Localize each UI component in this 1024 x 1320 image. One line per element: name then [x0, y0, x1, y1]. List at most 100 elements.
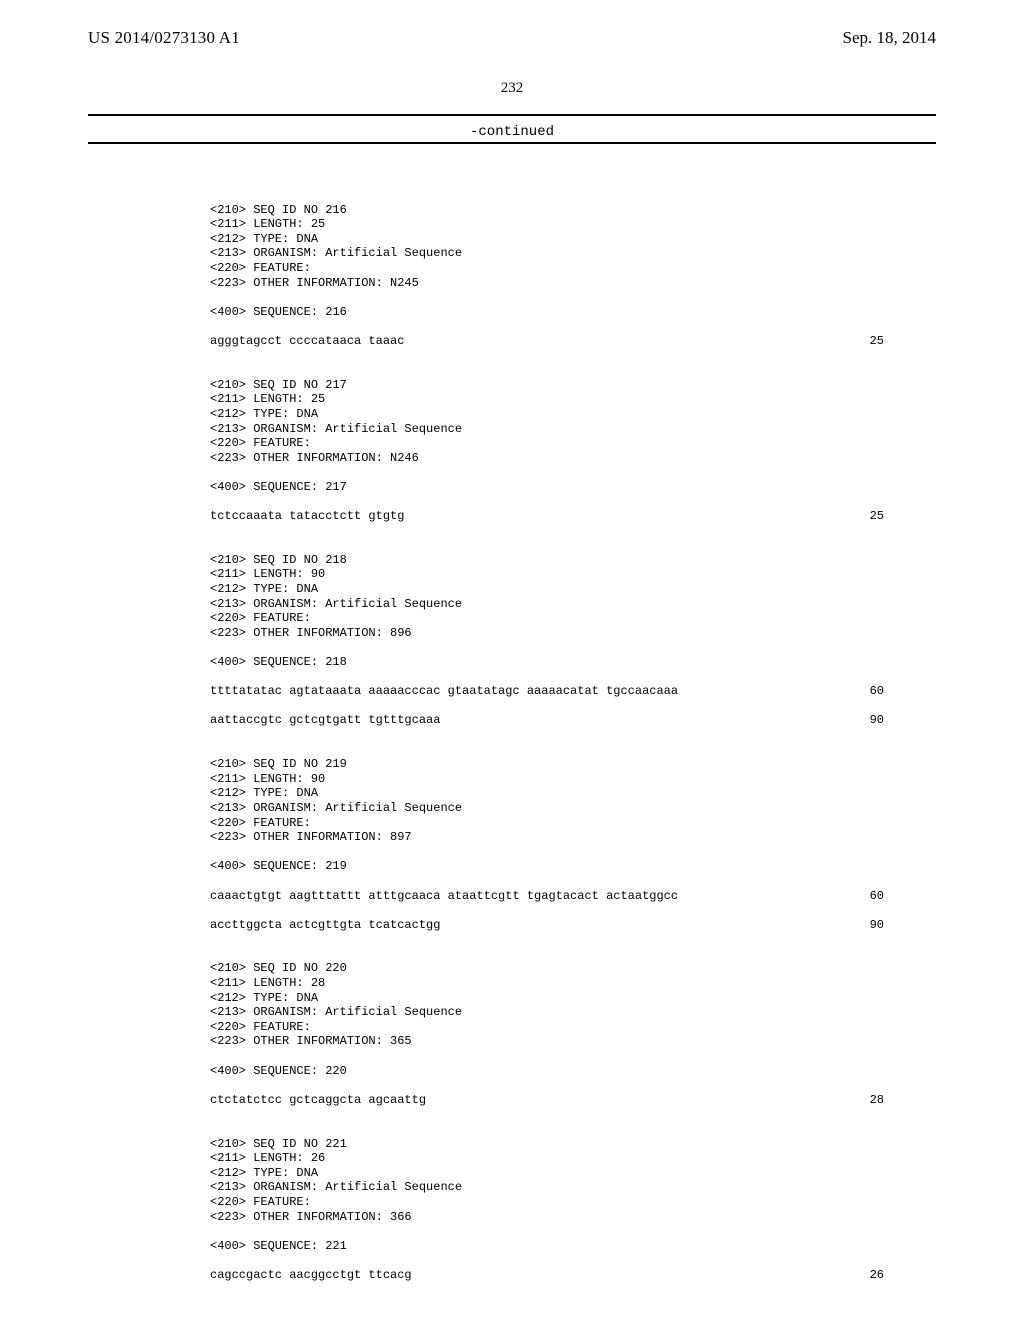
seq-row: aattaccgtc gctcgtgatt tgtttgcaaa 90	[210, 713, 884, 728]
seq-line	[210, 290, 884, 305]
seq-line	[210, 465, 884, 480]
seq-row: ctctatctcc gctcaggcta agcaattg 28	[210, 1093, 884, 1108]
seq-line	[210, 538, 884, 553]
seq-line	[210, 1078, 884, 1093]
rule-bottom	[88, 142, 936, 144]
seq-line: <213> ORGANISM: Artificial Sequence	[210, 246, 884, 261]
seq-line	[210, 1107, 884, 1122]
seq-line: <210> SEQ ID NO 219	[210, 757, 884, 772]
seq-line: <400> SEQUENCE: 220	[210, 1064, 884, 1079]
seq-line: <213> ORGANISM: Artificial Sequence	[210, 1005, 884, 1020]
seq-row-count: 26	[844, 1268, 884, 1283]
seq-row-count: 28	[844, 1093, 884, 1108]
seq-row-count: 25	[844, 334, 884, 349]
seq-row-sequence: tctccaaata tatacctctt gtgtg	[210, 509, 404, 524]
seq-line: <220> FEATURE:	[210, 261, 884, 276]
seq-line	[210, 947, 884, 962]
rule-top	[88, 114, 936, 116]
pub-number: US 2014/0273130 A1	[88, 28, 240, 48]
seq-line	[210, 845, 884, 860]
seq-line	[210, 524, 884, 539]
seq-line: <223> OTHER INFORMATION: 366	[210, 1210, 884, 1225]
seq-line	[210, 728, 884, 743]
seq-line	[210, 349, 884, 364]
seq-line	[210, 188, 884, 203]
seq-line: <212> TYPE: DNA	[210, 991, 884, 1006]
seq-line: <211> LENGTH: 28	[210, 976, 884, 991]
seq-line	[210, 1122, 884, 1137]
seq-line	[210, 640, 884, 655]
seq-line	[210, 699, 884, 714]
seq-line: <210> SEQ ID NO 220	[210, 961, 884, 976]
sequence-listing: <210> SEQ ID NO 216<211> LENGTH: 25<212>…	[210, 188, 884, 1312]
seq-line: <223> OTHER INFORMATION: 896	[210, 626, 884, 641]
seq-row: caaactgtgt aagtttattt atttgcaaca ataattc…	[210, 889, 884, 904]
seq-row-sequence: ctctatctcc gctcaggcta agcaattg	[210, 1093, 426, 1108]
seq-row-count: 90	[844, 918, 884, 933]
seq-line	[210, 1224, 884, 1239]
seq-line: <211> LENGTH: 25	[210, 392, 884, 407]
seq-line: <213> ORGANISM: Artificial Sequence	[210, 597, 884, 612]
seq-row: agggtagcct ccccataaca taaac 25	[210, 334, 884, 349]
seq-line: <220> FEATURE:	[210, 816, 884, 831]
seq-line: <211> LENGTH: 25	[210, 217, 884, 232]
seq-line	[210, 1049, 884, 1064]
seq-line: <212> TYPE: DNA	[210, 786, 884, 801]
seq-row-count: 60	[844, 889, 884, 904]
seq-line	[210, 1283, 884, 1298]
seq-line: <400> SEQUENCE: 216	[210, 305, 884, 320]
seq-line: <400> SEQUENCE: 221	[210, 1239, 884, 1254]
seq-line: <212> TYPE: DNA	[210, 232, 884, 247]
seq-line: <211> LENGTH: 90	[210, 772, 884, 787]
seq-row: tctccaaata tatacctctt gtgtg 25	[210, 509, 884, 524]
page-number: 232	[0, 80, 1024, 97]
seq-line: <223> OTHER INFORMATION: N245	[210, 276, 884, 291]
seq-row: ttttatatac agtataaata aaaaacccac gtaatat…	[210, 684, 884, 699]
seq-line: <212> TYPE: DNA	[210, 407, 884, 422]
seq-line	[210, 319, 884, 334]
seq-row: accttggcta actcgttgta tcatcactgg 90	[210, 918, 884, 933]
seq-line: <210> SEQ ID NO 221	[210, 1137, 884, 1152]
seq-line	[210, 670, 884, 685]
seq-line	[210, 1297, 884, 1312]
seq-row-sequence: caaactgtgt aagtttattt atttgcaaca ataattc…	[210, 889, 678, 904]
seq-row-sequence: aattaccgtc gctcgtgatt tgtttgcaaa	[210, 713, 440, 728]
seq-line: <212> TYPE: DNA	[210, 582, 884, 597]
seq-row-sequence: agggtagcct ccccataaca taaac	[210, 334, 404, 349]
seq-line: <210> SEQ ID NO 217	[210, 378, 884, 393]
seq-line: <213> ORGANISM: Artificial Sequence	[210, 801, 884, 816]
pub-date: Sep. 18, 2014	[843, 28, 937, 48]
seq-line: <400> SEQUENCE: 219	[210, 859, 884, 874]
seq-line: <400> SEQUENCE: 217	[210, 480, 884, 495]
seq-line	[210, 494, 884, 509]
seq-line: <212> TYPE: DNA	[210, 1166, 884, 1181]
seq-line: <211> LENGTH: 26	[210, 1151, 884, 1166]
seq-line: <400> SEQUENCE: 218	[210, 655, 884, 670]
seq-line: <220> FEATURE:	[210, 1195, 884, 1210]
seq-line: <223> OTHER INFORMATION: N246	[210, 451, 884, 466]
seq-row-sequence: ttttatatac agtataaata aaaaacccac gtaatat…	[210, 684, 678, 699]
seq-row-count: 90	[844, 713, 884, 728]
seq-line: <213> ORGANISM: Artificial Sequence	[210, 1180, 884, 1195]
seq-line: <220> FEATURE:	[210, 1020, 884, 1035]
seq-row-count: 60	[844, 684, 884, 699]
seq-line	[210, 1253, 884, 1268]
seq-line	[210, 932, 884, 947]
seq-line: <220> FEATURE:	[210, 436, 884, 451]
continued-label: -continued	[0, 124, 1024, 140]
seq-line: <210> SEQ ID NO 218	[210, 553, 884, 568]
seq-row-sequence: accttggcta actcgttgta tcatcactgg	[210, 918, 440, 933]
seq-row-sequence: cagccgactc aacggcctgt ttcacg	[210, 1268, 412, 1283]
seq-row: cagccgactc aacggcctgt ttcacg 26	[210, 1268, 884, 1283]
seq-line: <223> OTHER INFORMATION: 365	[210, 1034, 884, 1049]
seq-line	[210, 363, 884, 378]
seq-row-count: 25	[844, 509, 884, 524]
seq-line	[210, 903, 884, 918]
seq-line	[210, 874, 884, 889]
seq-line: <220> FEATURE:	[210, 611, 884, 626]
seq-line: <211> LENGTH: 90	[210, 567, 884, 582]
seq-line: <223> OTHER INFORMATION: 897	[210, 830, 884, 845]
seq-line	[210, 743, 884, 758]
seq-line: <210> SEQ ID NO 216	[210, 203, 884, 218]
seq-line: <213> ORGANISM: Artificial Sequence	[210, 422, 884, 437]
